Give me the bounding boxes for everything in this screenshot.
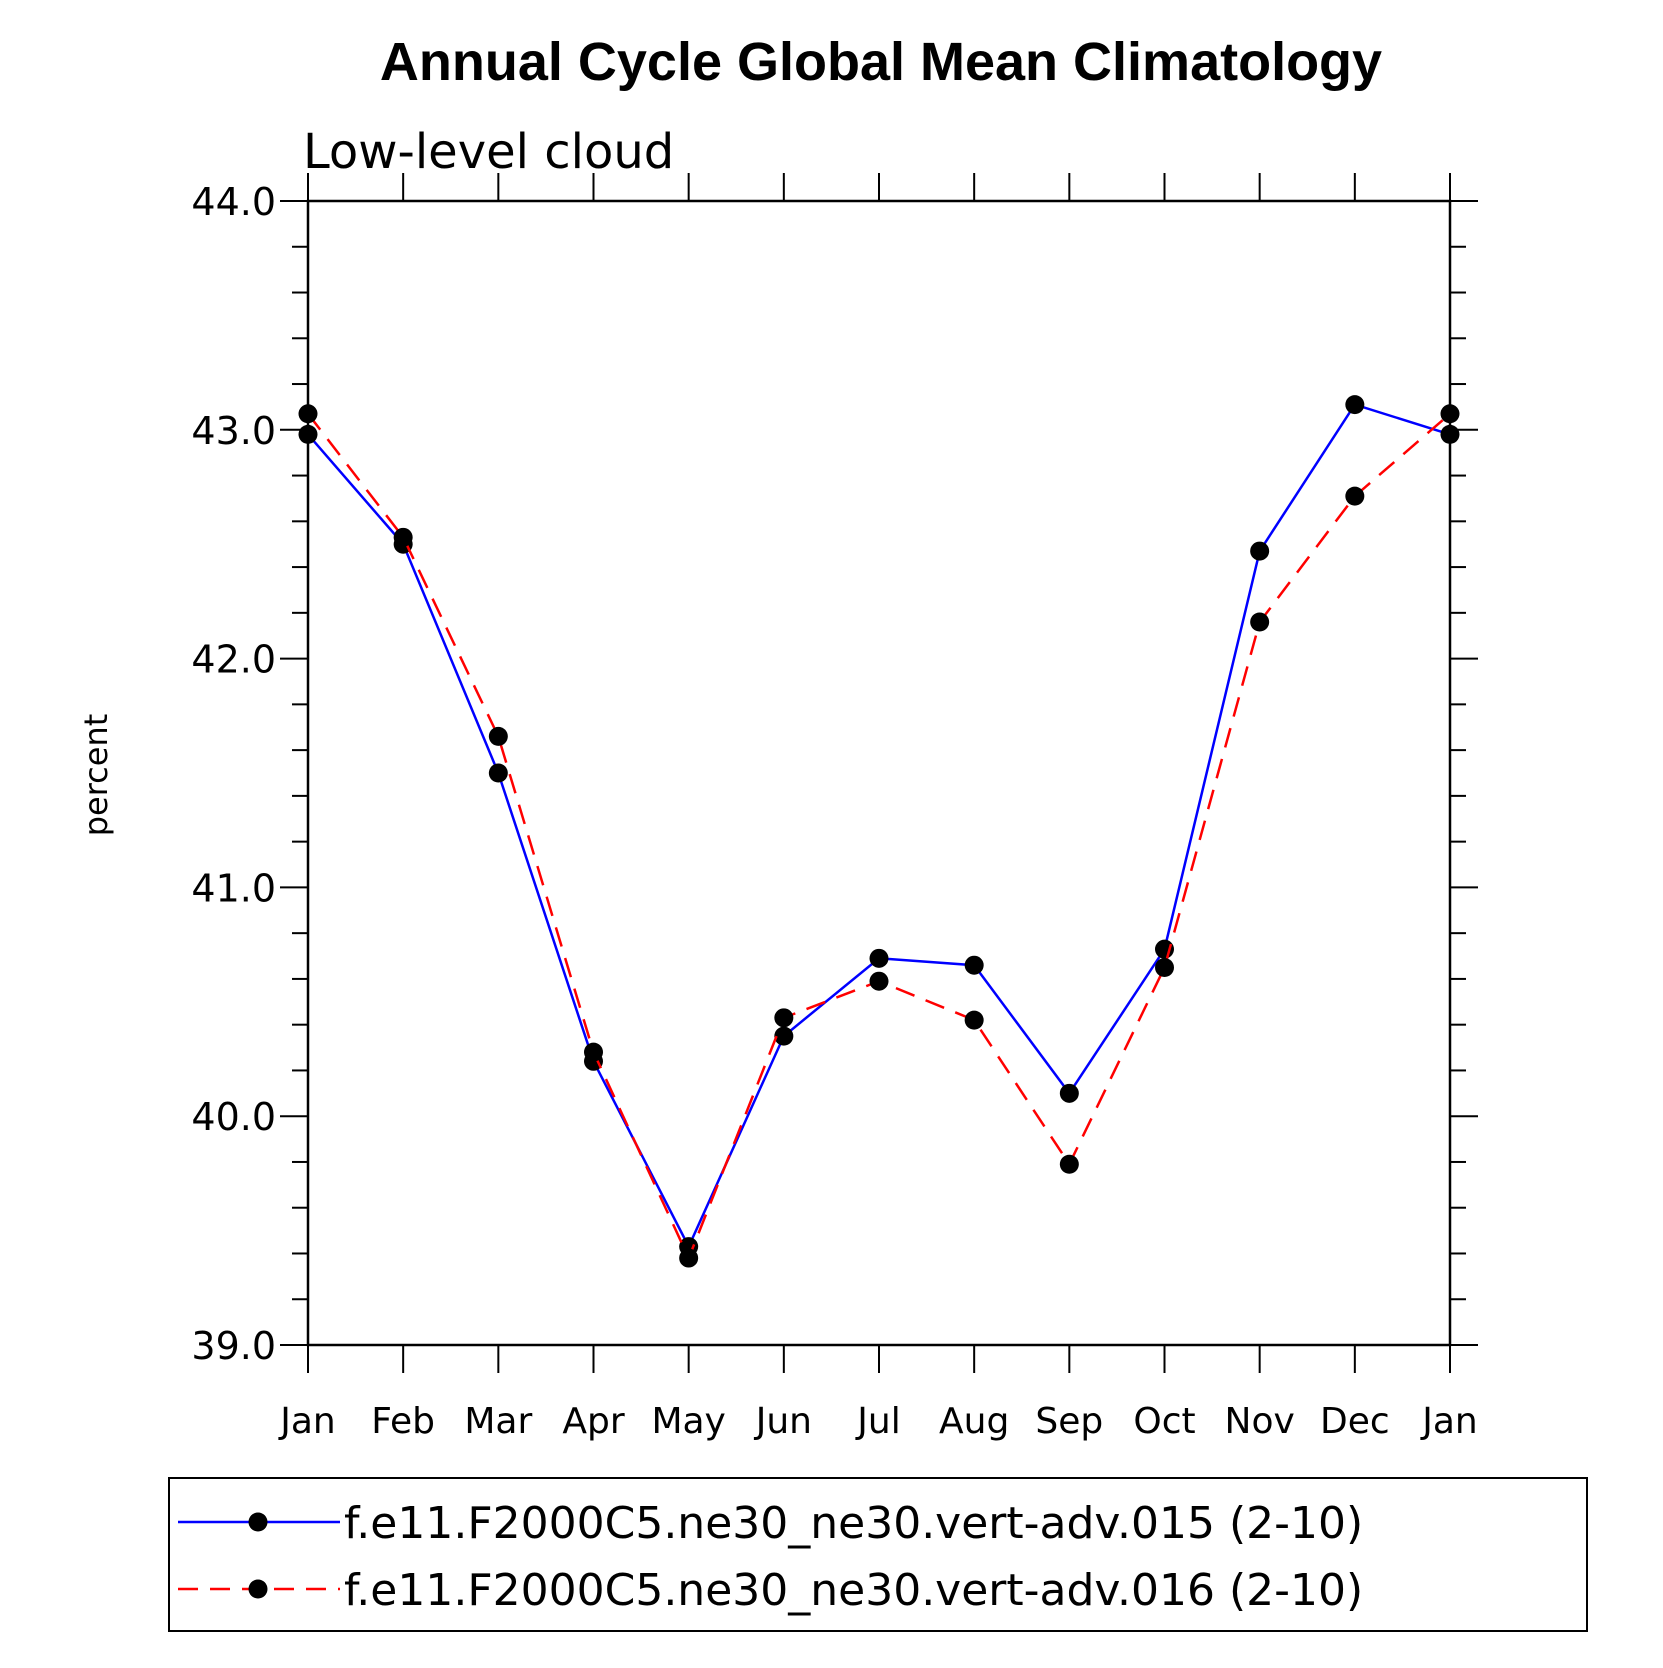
x-tick-label: Mar: [464, 1401, 532, 1442]
legend-marker: [248, 1579, 268, 1599]
data-point: [298, 404, 318, 424]
chart-title: Annual Cycle Global Mean Climatology: [380, 32, 1382, 92]
data-point: [298, 424, 318, 444]
y-tick-label: 43.0: [191, 409, 276, 453]
x-tick-label: Nov: [1225, 1401, 1295, 1442]
data-point: [1059, 1083, 1079, 1103]
data-point: [1440, 404, 1460, 424]
x-tick-label: Jan: [1420, 1401, 1478, 1442]
legend-label: f.e11.F2000C5.ne30_ne30.vert-adv.015 (2-…: [344, 1498, 1363, 1549]
x-tick-label: Aug: [939, 1401, 1009, 1442]
series-line: [307, 403, 1451, 1250]
y-tick-label: 41.0: [191, 866, 276, 910]
x-tick-label: Oct: [1133, 1401, 1195, 1442]
x-tick-label: Jun: [754, 1401, 812, 1442]
x-tick-label: Jul: [855, 1401, 900, 1442]
data-point: [1155, 939, 1174, 959]
legend: f.e11.F2000C5.ne30_ne30.vert-adv.015 (2-…: [178, 1498, 1363, 1616]
data-point: [1345, 395, 1365, 415]
data-point: [1250, 612, 1270, 632]
data-point: [964, 955, 984, 975]
x-tick-label: Feb: [371, 1401, 435, 1442]
data-point: [1345, 486, 1365, 506]
y-tick-label: 39.0: [191, 1324, 276, 1368]
data-point: [584, 1042, 603, 1062]
data-point: [774, 1008, 794, 1028]
legend-item-1: f.e11.F2000C5.ne30_ne30.vert-adv.015 (2-…: [178, 1498, 1363, 1549]
data-point: [964, 1010, 984, 1030]
data-point: [1250, 541, 1270, 561]
series-line: [307, 412, 1451, 1262]
plot-frame: [306, 199, 1452, 1347]
y-tick-label: 42.0: [191, 638, 276, 682]
y-tick-label: 44.0: [191, 180, 276, 224]
data-point: [488, 763, 508, 783]
chart-subtitle: Low-level cloud: [303, 124, 674, 180]
legend-box: [168, 1477, 1588, 1632]
data-point: [869, 948, 889, 968]
data-point: [1440, 424, 1460, 444]
data-point: [1155, 957, 1174, 977]
data-point: [774, 1026, 794, 1046]
x-tick-label: May: [651, 1401, 725, 1442]
x-tick-label: Sep: [1035, 1401, 1103, 1442]
series-1: [298, 395, 1460, 1257]
x-tick-label: Jan: [278, 1401, 336, 1442]
y-axis-label: percent: [77, 714, 115, 837]
x-tick-label: Dec: [1320, 1401, 1390, 1442]
data-point: [679, 1248, 699, 1268]
series-2: [298, 404, 1460, 1268]
data-point: [1059, 1154, 1079, 1174]
legend-item-2: f.e11.F2000C5.ne30_ne30.vert-adv.016 (2-…: [178, 1565, 1363, 1616]
legend-label: f.e11.F2000C5.ne30_ne30.vert-adv.016 (2-…: [344, 1565, 1363, 1616]
data-point: [869, 971, 889, 991]
data-point: [393, 527, 413, 547]
axes: 39.0 40.0 41.0 42.0 43.0 44.0 Jan Feb Mar Apr May J…: [191, 173, 1478, 1442]
y-tick-label: 40.0: [191, 1095, 276, 1139]
legend-marker: [248, 1512, 268, 1532]
x-tick-label: Apr: [562, 1401, 624, 1442]
series-layer: [298, 395, 1460, 1268]
data-point: [488, 726, 508, 746]
